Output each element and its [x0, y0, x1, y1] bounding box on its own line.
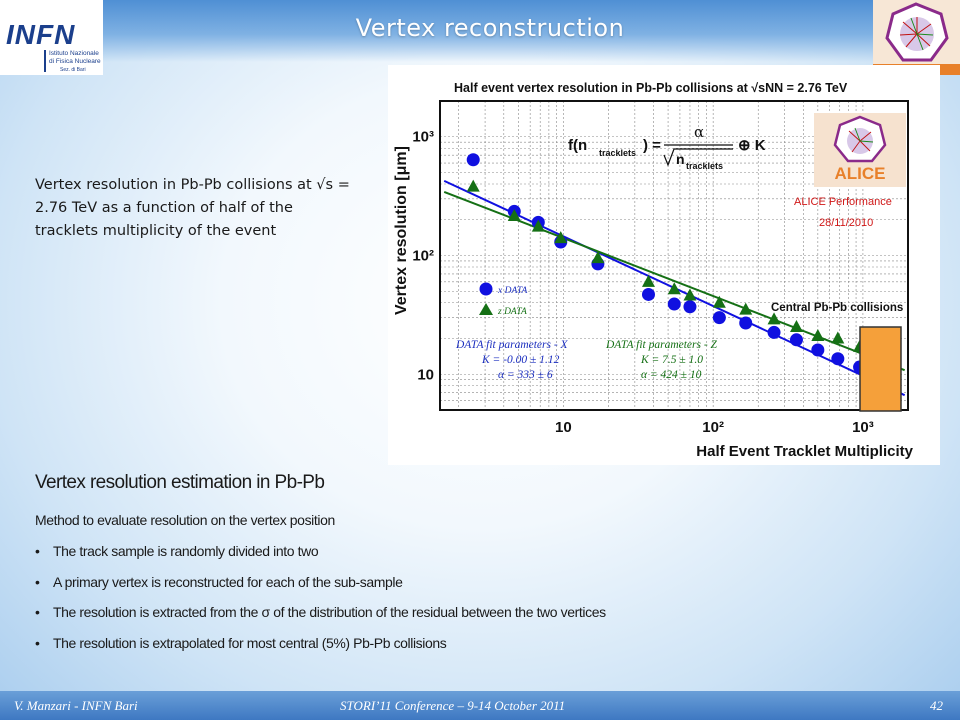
fit-params-z: DATA fit parameters - Z K = 7.5 ± 1.0 α …: [605, 339, 718, 381]
footer-conference: STORI’11 Conference – 9-14 October 2011: [340, 698, 566, 713]
data-point-z: [767, 312, 781, 325]
x-tick-label: 10³: [852, 419, 874, 436]
data-point-z: [507, 209, 521, 222]
formula-denominator: n: [676, 151, 685, 167]
data-point-x: [789, 333, 803, 347]
data-point-z: [554, 231, 568, 244]
formula-numerator: α: [694, 123, 704, 141]
data-point-z: [831, 331, 845, 344]
y-tick-label: 10³: [412, 129, 434, 146]
formula-lhs-sub: tracklets: [599, 148, 636, 158]
alice-performance-label: ALICE Performance: [794, 196, 892, 208]
title-band: [0, 0, 960, 62]
legend-marker-x: [479, 282, 493, 296]
fit-params-x: DATA fit parameters - X K = -0.00 ± 1.12…: [455, 339, 569, 381]
data-point-x: [641, 287, 655, 301]
y-tick-label: 10²: [412, 248, 434, 265]
bullet-item: The resolution is extracted from the σ o…: [35, 603, 606, 634]
data-point-z: [789, 319, 803, 332]
legend-label-z: z DATA: [497, 307, 527, 317]
alice-logo-text: ALICE: [835, 164, 886, 183]
method-line: Method to evaluate resolution on the ver…: [35, 512, 335, 528]
data-point-x: [667, 297, 681, 311]
chart-description: Vertex resolution in Pb-Pb collisions at…: [35, 177, 350, 239]
formula-lhs: f(n: [568, 137, 587, 154]
extrapolation-box: [859, 326, 902, 412]
fit-params-z-k: K = 7.5 ± 1.0: [640, 354, 703, 366]
data-point-z: [591, 251, 605, 264]
bullet-item: The resolution is extrapolated for most …: [35, 634, 606, 665]
data-point-z: [811, 328, 825, 341]
footer-author: V. Manzari - INFN Bari: [14, 698, 138, 713]
fit-params-x-k: K = -0.00 ± 1.12: [481, 354, 560, 366]
fit-params-x-alpha: α = 333 ± 6: [498, 369, 553, 381]
fit-line-z: [443, 190, 906, 372]
section-heading: Vertex resolution estimation in Pb-Pb: [35, 472, 325, 493]
footer-bar: V. Manzari - INFN Bari STORI’11 Conferen…: [0, 691, 960, 720]
plot-panel: 10 10² 10³ 10 10² 10³ Half event vertex resol…: [388, 65, 940, 465]
alice-logo-plot: ALICE: [814, 113, 906, 187]
infn-logo: INFN Istituto Nazionale di Fisica Nuclea…: [0, 0, 103, 75]
chart-title: Half event vertex resolution in Pb-Pb co…: [454, 81, 848, 95]
y-tick-label: 10: [417, 366, 434, 383]
formula-tail: ⊕ K: [738, 137, 766, 154]
data-point-z: [641, 274, 655, 287]
x-tick-label: 10²: [702, 419, 724, 436]
legend-label-x: x DATA: [497, 286, 527, 296]
infn-logo-graphic: INFN Istituto Nazionale di Fisica Nuclea…: [6, 19, 101, 73]
infn-logo-letters: INFN: [6, 19, 75, 50]
data-point-x: [767, 325, 781, 339]
data-point-x: [466, 153, 480, 167]
slide-title: Vertex reconstruction: [355, 14, 625, 42]
infn-logo-line3: Sez. di Bari: [60, 67, 86, 73]
footer-page-number: 42: [930, 698, 943, 713]
fit-params-z-title: DATA fit parameters - Z: [605, 339, 718, 351]
bullet-item: The track sample is randomly divided int…: [35, 542, 606, 573]
vertex-resolution-chart: 10 10² 10³ 10 10² 10³ Half event vertex resol…: [388, 65, 940, 465]
data-point-z: [683, 288, 697, 301]
fit-params-z-alpha: α = 424 ± 10: [641, 369, 702, 381]
data-point-x: [739, 316, 753, 330]
infn-logo-line2: di Fisica Nucleare: [49, 58, 101, 65]
infn-logo-line1: Istituto Nazionale: [49, 50, 99, 57]
formula-denominator-sub: tracklets: [686, 161, 723, 171]
chart-legend: x DATA z DATA: [479, 282, 527, 317]
x-axis-label: Half Event Tracklet Multiplicity: [696, 443, 913, 460]
bullet-list: The track sample is randomly divided int…: [35, 542, 606, 664]
data-point-z: [712, 295, 726, 308]
alice-performance-date: 28/11/2010: [819, 217, 873, 229]
data-point-z: [739, 302, 753, 315]
data-point-x: [811, 343, 825, 357]
data-point-x: [683, 300, 697, 314]
fit-params-x-title: DATA fit parameters - X: [455, 339, 569, 351]
data-point-z: [531, 219, 545, 232]
data-point-x: [712, 311, 726, 325]
bullet-item: A primary vertex is reconstructed for ea…: [35, 573, 606, 604]
x-tick-label: 10: [555, 419, 572, 436]
y-axis-label: Vertex resolution [μm]: [393, 146, 410, 315]
data-point-z: [466, 179, 480, 192]
legend-marker-z: [479, 303, 493, 315]
data-point-x: [831, 352, 845, 366]
formula-lhs-close: ) =: [643, 137, 661, 154]
fit-formula: f(n tracklets ) = α n tracklets ⊕ K: [568, 123, 766, 171]
collision-label: Central Pb-Pb collisions: [771, 302, 903, 314]
data-point-z: [667, 282, 681, 295]
